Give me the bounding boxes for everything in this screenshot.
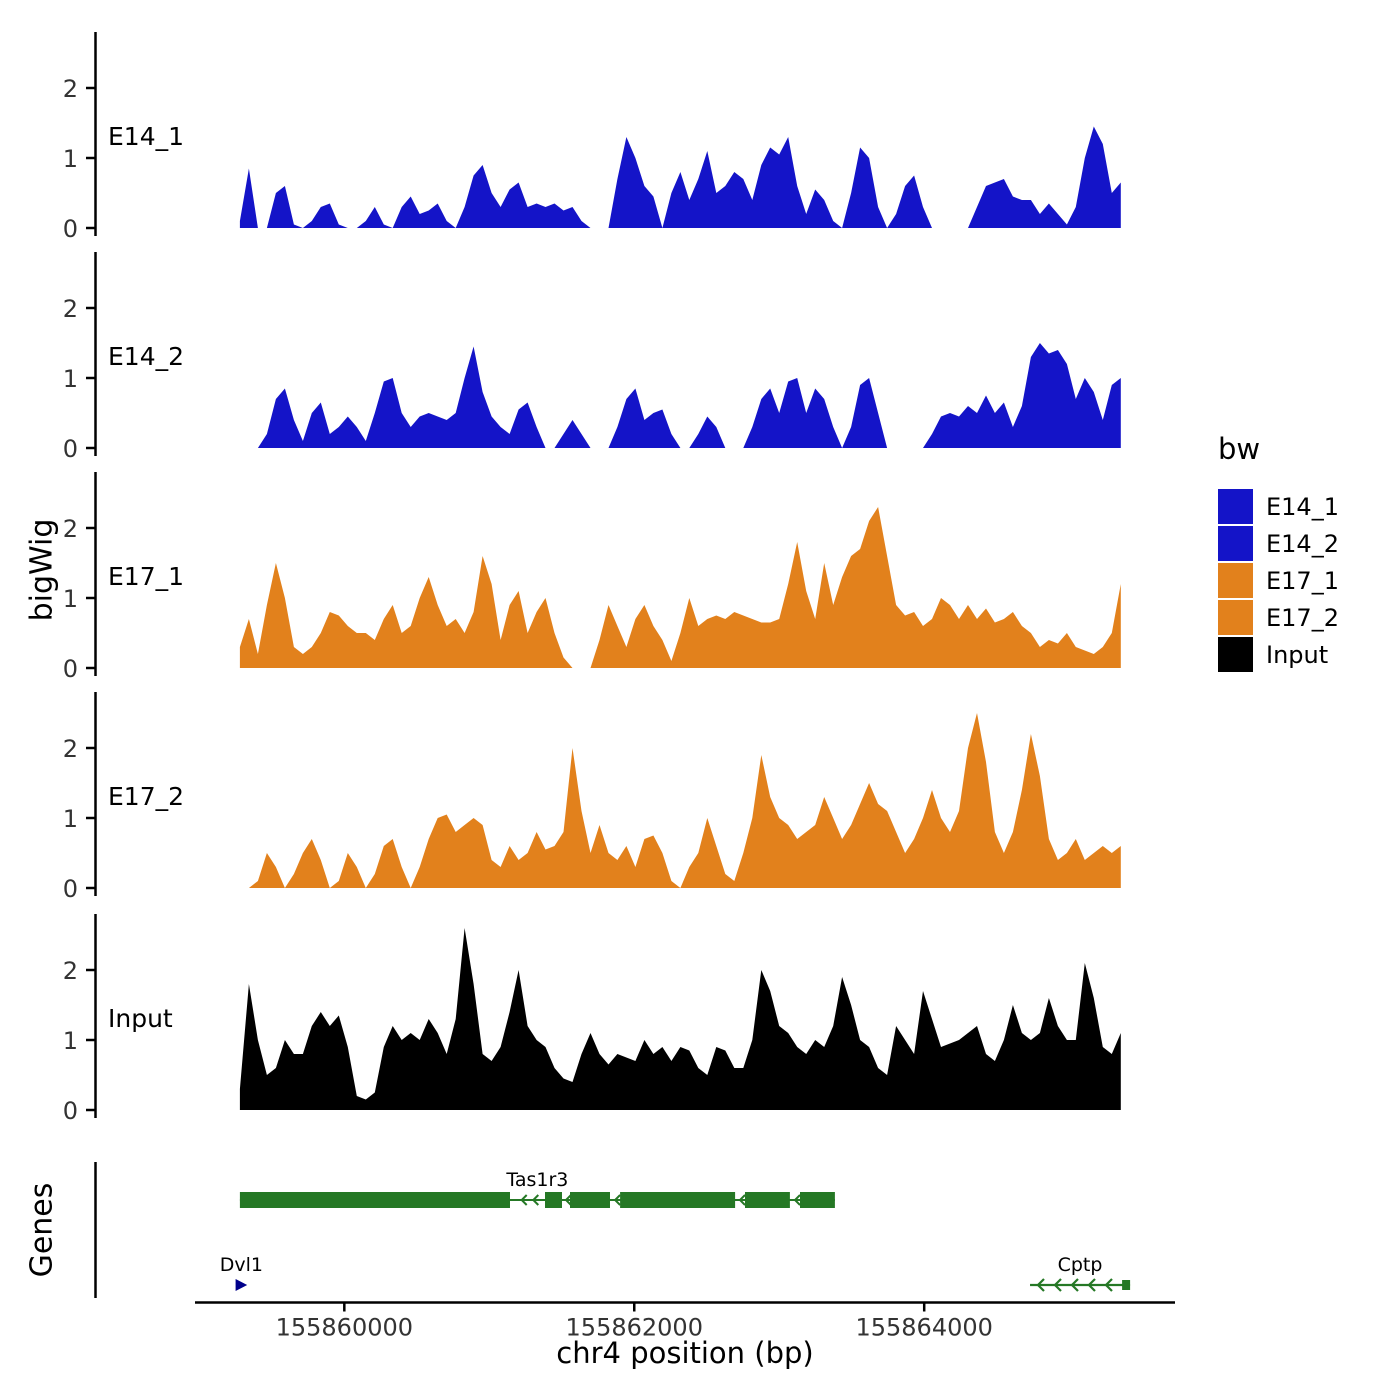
track-area-E14_2 (239, 343, 1121, 448)
strand-chevron-icon (531, 1194, 540, 1206)
track-label-E14_2: E14_2 (108, 342, 185, 371)
track-label-E17_2: E17_2 (108, 782, 185, 811)
legend-item-Input: Input (1218, 636, 1339, 673)
legend-items: E14_1 E14_2 E17_1 E17_2 Input (1218, 488, 1339, 673)
legend-label: E14_1 (1266, 492, 1339, 521)
x-tick-label: 155864000 (855, 1314, 992, 1342)
genes-axis-title: Genes (24, 1182, 60, 1278)
legend-item-E17_2: E17_2 (1218, 599, 1339, 636)
y-tick-label: 1 (63, 805, 78, 833)
track-area-E17_1 (239, 507, 1121, 668)
legend-title: bw (1218, 432, 1261, 466)
strand-chevron-icon (1036, 1278, 1045, 1292)
y-tick-label: 0 (63, 435, 78, 463)
x-tick-label: 155860000 (276, 1314, 413, 1342)
gene-exon-Tas1r3 (545, 1192, 562, 1208)
track-area-Input (239, 928, 1121, 1110)
strand-chevron-icon (1070, 1278, 1079, 1292)
legend-swatch-Input (1218, 637, 1253, 672)
legend-item-E14_1: E14_1 (1218, 488, 1339, 525)
gene-label-Cptp: Cptp (1058, 1254, 1103, 1276)
gene-arrow-Dvl1 (235, 1279, 248, 1291)
y-tick-label: 1 (63, 585, 78, 613)
gene-exon-Tas1r3 (239, 1192, 510, 1208)
track-label-E17_1: E17_1 (108, 562, 185, 591)
y-tick-label: 1 (63, 365, 78, 393)
legend-swatch-E17_2 (1218, 600, 1253, 635)
track-label-E14_1: E14_1 (108, 122, 185, 151)
y-tick-label: 2 (63, 957, 78, 985)
strand-chevron-icon (564, 1194, 572, 1206)
legend-swatch-E17_1 (1218, 563, 1253, 598)
y-tick-label: 2 (63, 515, 78, 543)
legend-label: E17_2 (1266, 603, 1339, 632)
gene-label-Dvl1: Dvl1 (220, 1254, 263, 1276)
track-area-E14_1 (239, 126, 1121, 228)
strand-chevron-icon (793, 1194, 801, 1206)
strand-chevron-icon (738, 1194, 746, 1206)
gene-exon-Tas1r3 (620, 1192, 736, 1208)
y-tick-label: 1 (63, 1027, 78, 1055)
y-tick-label: 0 (63, 215, 78, 243)
strand-chevron-icon (1053, 1278, 1062, 1292)
legend-swatch-E14_1 (1218, 489, 1253, 524)
y-tick-label: 2 (63, 735, 78, 763)
legend-label: E14_2 (1266, 529, 1339, 558)
y-tick-label: 0 (63, 655, 78, 683)
y-tick-label: 1 (63, 145, 78, 173)
legend-label: Input (1266, 640, 1329, 669)
y-tick-label: 0 (63, 1097, 78, 1125)
gene-exon-Tas1r3 (800, 1192, 835, 1208)
strand-chevron-icon (1104, 1278, 1113, 1292)
gene-label-Tas1r3: Tas1r3 (505, 1169, 568, 1191)
y-tick-label: 2 (63, 75, 78, 103)
strand-chevron-icon (613, 1194, 621, 1206)
track-label-Input: Input (108, 1004, 173, 1033)
gene-exon-Tas1r3 (570, 1192, 610, 1208)
legend-item-E14_2: E14_2 (1218, 525, 1339, 562)
x-tick-label: 155862000 (566, 1314, 703, 1342)
gene-exon-Cptp (1122, 1280, 1131, 1290)
legend-label: E17_1 (1266, 566, 1339, 595)
strand-chevron-icon (1087, 1278, 1096, 1292)
y-tick-label: 2 (63, 295, 78, 323)
y-axis-title: bigWig (24, 518, 60, 622)
y-tick-label: 0 (63, 875, 78, 903)
legend: bw E14_1 E14_2 E17_1 E17_2 Input (1218, 432, 1339, 673)
strand-chevron-icon (520, 1194, 528, 1206)
legend-item-E17_1: E17_1 (1218, 562, 1339, 599)
legend-swatch-E14_2 (1218, 526, 1253, 561)
gene-exon-Tas1r3 (745, 1192, 790, 1208)
x-axis-title: chr4 position (bp) (556, 1336, 814, 1370)
track-area-E17_2 (239, 713, 1121, 888)
